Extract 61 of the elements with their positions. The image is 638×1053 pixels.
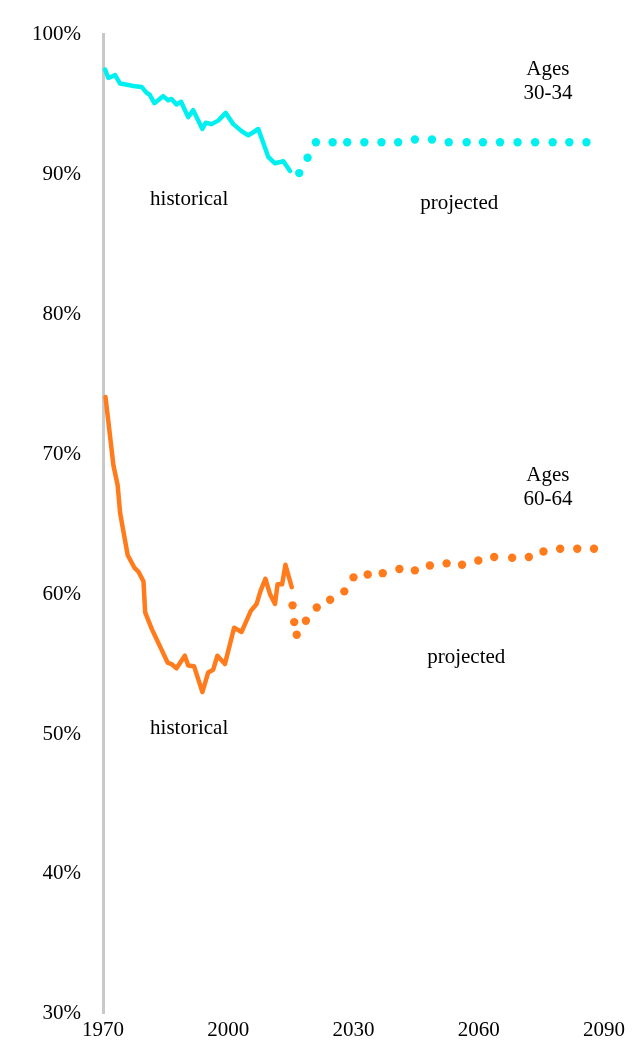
point (513, 138, 522, 147)
point (507, 553, 517, 562)
y-tick-label: 100% (32, 21, 81, 46)
y-tick-label: 40% (42, 860, 81, 885)
point (343, 138, 352, 147)
point (457, 560, 467, 569)
x-tick-label: 2030 (332, 1016, 375, 1041)
point (410, 566, 420, 575)
annotation: Ages 60-64 (523, 462, 573, 511)
point (395, 564, 404, 574)
y-tick-label: 60% (42, 580, 81, 605)
point (427, 135, 437, 144)
y-tick-label: 90% (42, 161, 81, 185)
point (530, 138, 540, 147)
point (462, 138, 471, 147)
point (292, 630, 301, 639)
point (474, 556, 483, 565)
point (301, 616, 311, 625)
point (539, 547, 548, 556)
annotation: projected (420, 189, 499, 214)
point (340, 587, 349, 596)
point (495, 138, 505, 147)
point (312, 603, 321, 612)
point (328, 138, 337, 147)
point (524, 552, 534, 562)
y-tick-label: 50% (42, 720, 81, 745)
x-tick-label: 1970 (82, 1016, 124, 1041)
point (360, 138, 369, 147)
annotation: projected (427, 643, 506, 668)
annotation: Ages 30-34 (523, 56, 573, 105)
point (393, 138, 403, 147)
point (589, 544, 599, 553)
point (325, 595, 335, 604)
point (444, 138, 453, 147)
point (303, 153, 312, 162)
point (442, 559, 451, 568)
y-tick-label: 70% (42, 440, 81, 465)
point (290, 617, 299, 627)
point (548, 138, 557, 147)
point (565, 138, 574, 147)
point (363, 570, 372, 579)
point (377, 138, 386, 147)
point (478, 138, 488, 147)
y-tick-label: 30% (42, 1000, 81, 1025)
point (349, 573, 358, 582)
point (410, 135, 420, 144)
point (582, 138, 591, 147)
point (490, 552, 499, 562)
point (555, 544, 565, 553)
point (573, 544, 582, 553)
point (288, 601, 297, 610)
x-tick-label: 2060 (457, 1016, 500, 1041)
point (425, 561, 435, 570)
x-tick-label: 2000 (207, 1016, 250, 1041)
annotation: historical (150, 185, 229, 210)
x-tick-label: 2090 (583, 1016, 625, 1041)
point (378, 568, 387, 578)
point (311, 138, 321, 147)
y-tick-label: 80% (42, 300, 81, 325)
point (295, 168, 304, 178)
annotation: historical (150, 715, 229, 740)
